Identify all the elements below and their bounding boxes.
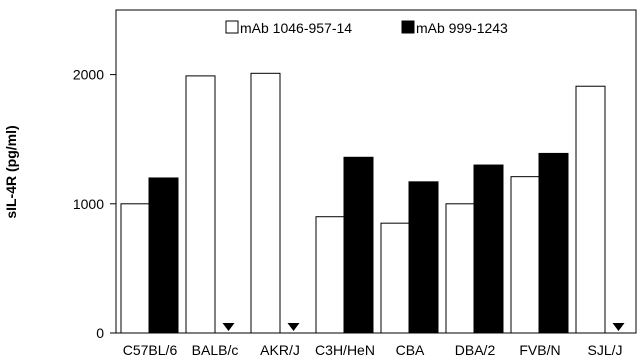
bar-mab-999-1243 xyxy=(408,181,439,334)
x-tick-label: DBA/2 xyxy=(455,342,496,358)
bar-mab-1046-957-14 xyxy=(510,176,541,334)
y-tick-label: 2000 xyxy=(73,67,104,83)
bar-mab-999-1243 xyxy=(538,152,569,334)
legend-label: mAb 1046-957-14 xyxy=(240,20,352,36)
y-tick-label: 1000 xyxy=(73,196,104,212)
y-axis: 0 1000 2000 xyxy=(73,67,116,341)
bar-mab-1046-957-14 xyxy=(575,85,606,334)
x-axis: C57BL/6 BALB/c AKR/J C3H/HeN CBA DBA/2 FVB/N SJ… xyxy=(123,342,623,358)
legend-swatch xyxy=(401,20,415,34)
markers xyxy=(222,323,625,331)
bars xyxy=(120,72,606,334)
x-tick-label: SJL/J xyxy=(587,342,622,358)
y-axis-title: sIL-4R (pg/ml) xyxy=(3,125,19,218)
not-detected-marker xyxy=(287,323,300,331)
legend-label: mAb 999-1243 xyxy=(416,20,508,36)
x-tick-label: C57BL/6 xyxy=(123,342,178,358)
bar-mab-1046-957-14 xyxy=(315,216,346,334)
bar-mab-1046-957-14 xyxy=(185,75,216,334)
bar-mab-999-1243 xyxy=(148,177,179,334)
not-detected-marker xyxy=(222,323,235,331)
bar-mab-999-1243 xyxy=(343,156,374,334)
x-tick-label: AKR/J xyxy=(260,342,300,358)
x-tick-label: CBA xyxy=(396,342,425,358)
bar-mab-1046-957-14 xyxy=(120,203,151,334)
bar-mab-1046-957-14 xyxy=(250,72,281,334)
bar-mab-1046-957-14 xyxy=(380,222,411,334)
not-detected-marker xyxy=(612,323,625,331)
legend: mAb 1046-957-14 mAb 999-1243 xyxy=(225,20,508,36)
y-tick-label: 0 xyxy=(96,325,104,341)
legend-swatch xyxy=(225,20,239,34)
x-tick-label: C3H/HeN xyxy=(315,342,375,358)
x-tick-label: FVB/N xyxy=(519,342,560,358)
x-tick-label: BALB/c xyxy=(192,342,239,358)
bar-mab-999-1243 xyxy=(473,164,504,334)
bar-mab-1046-957-14 xyxy=(445,203,476,334)
